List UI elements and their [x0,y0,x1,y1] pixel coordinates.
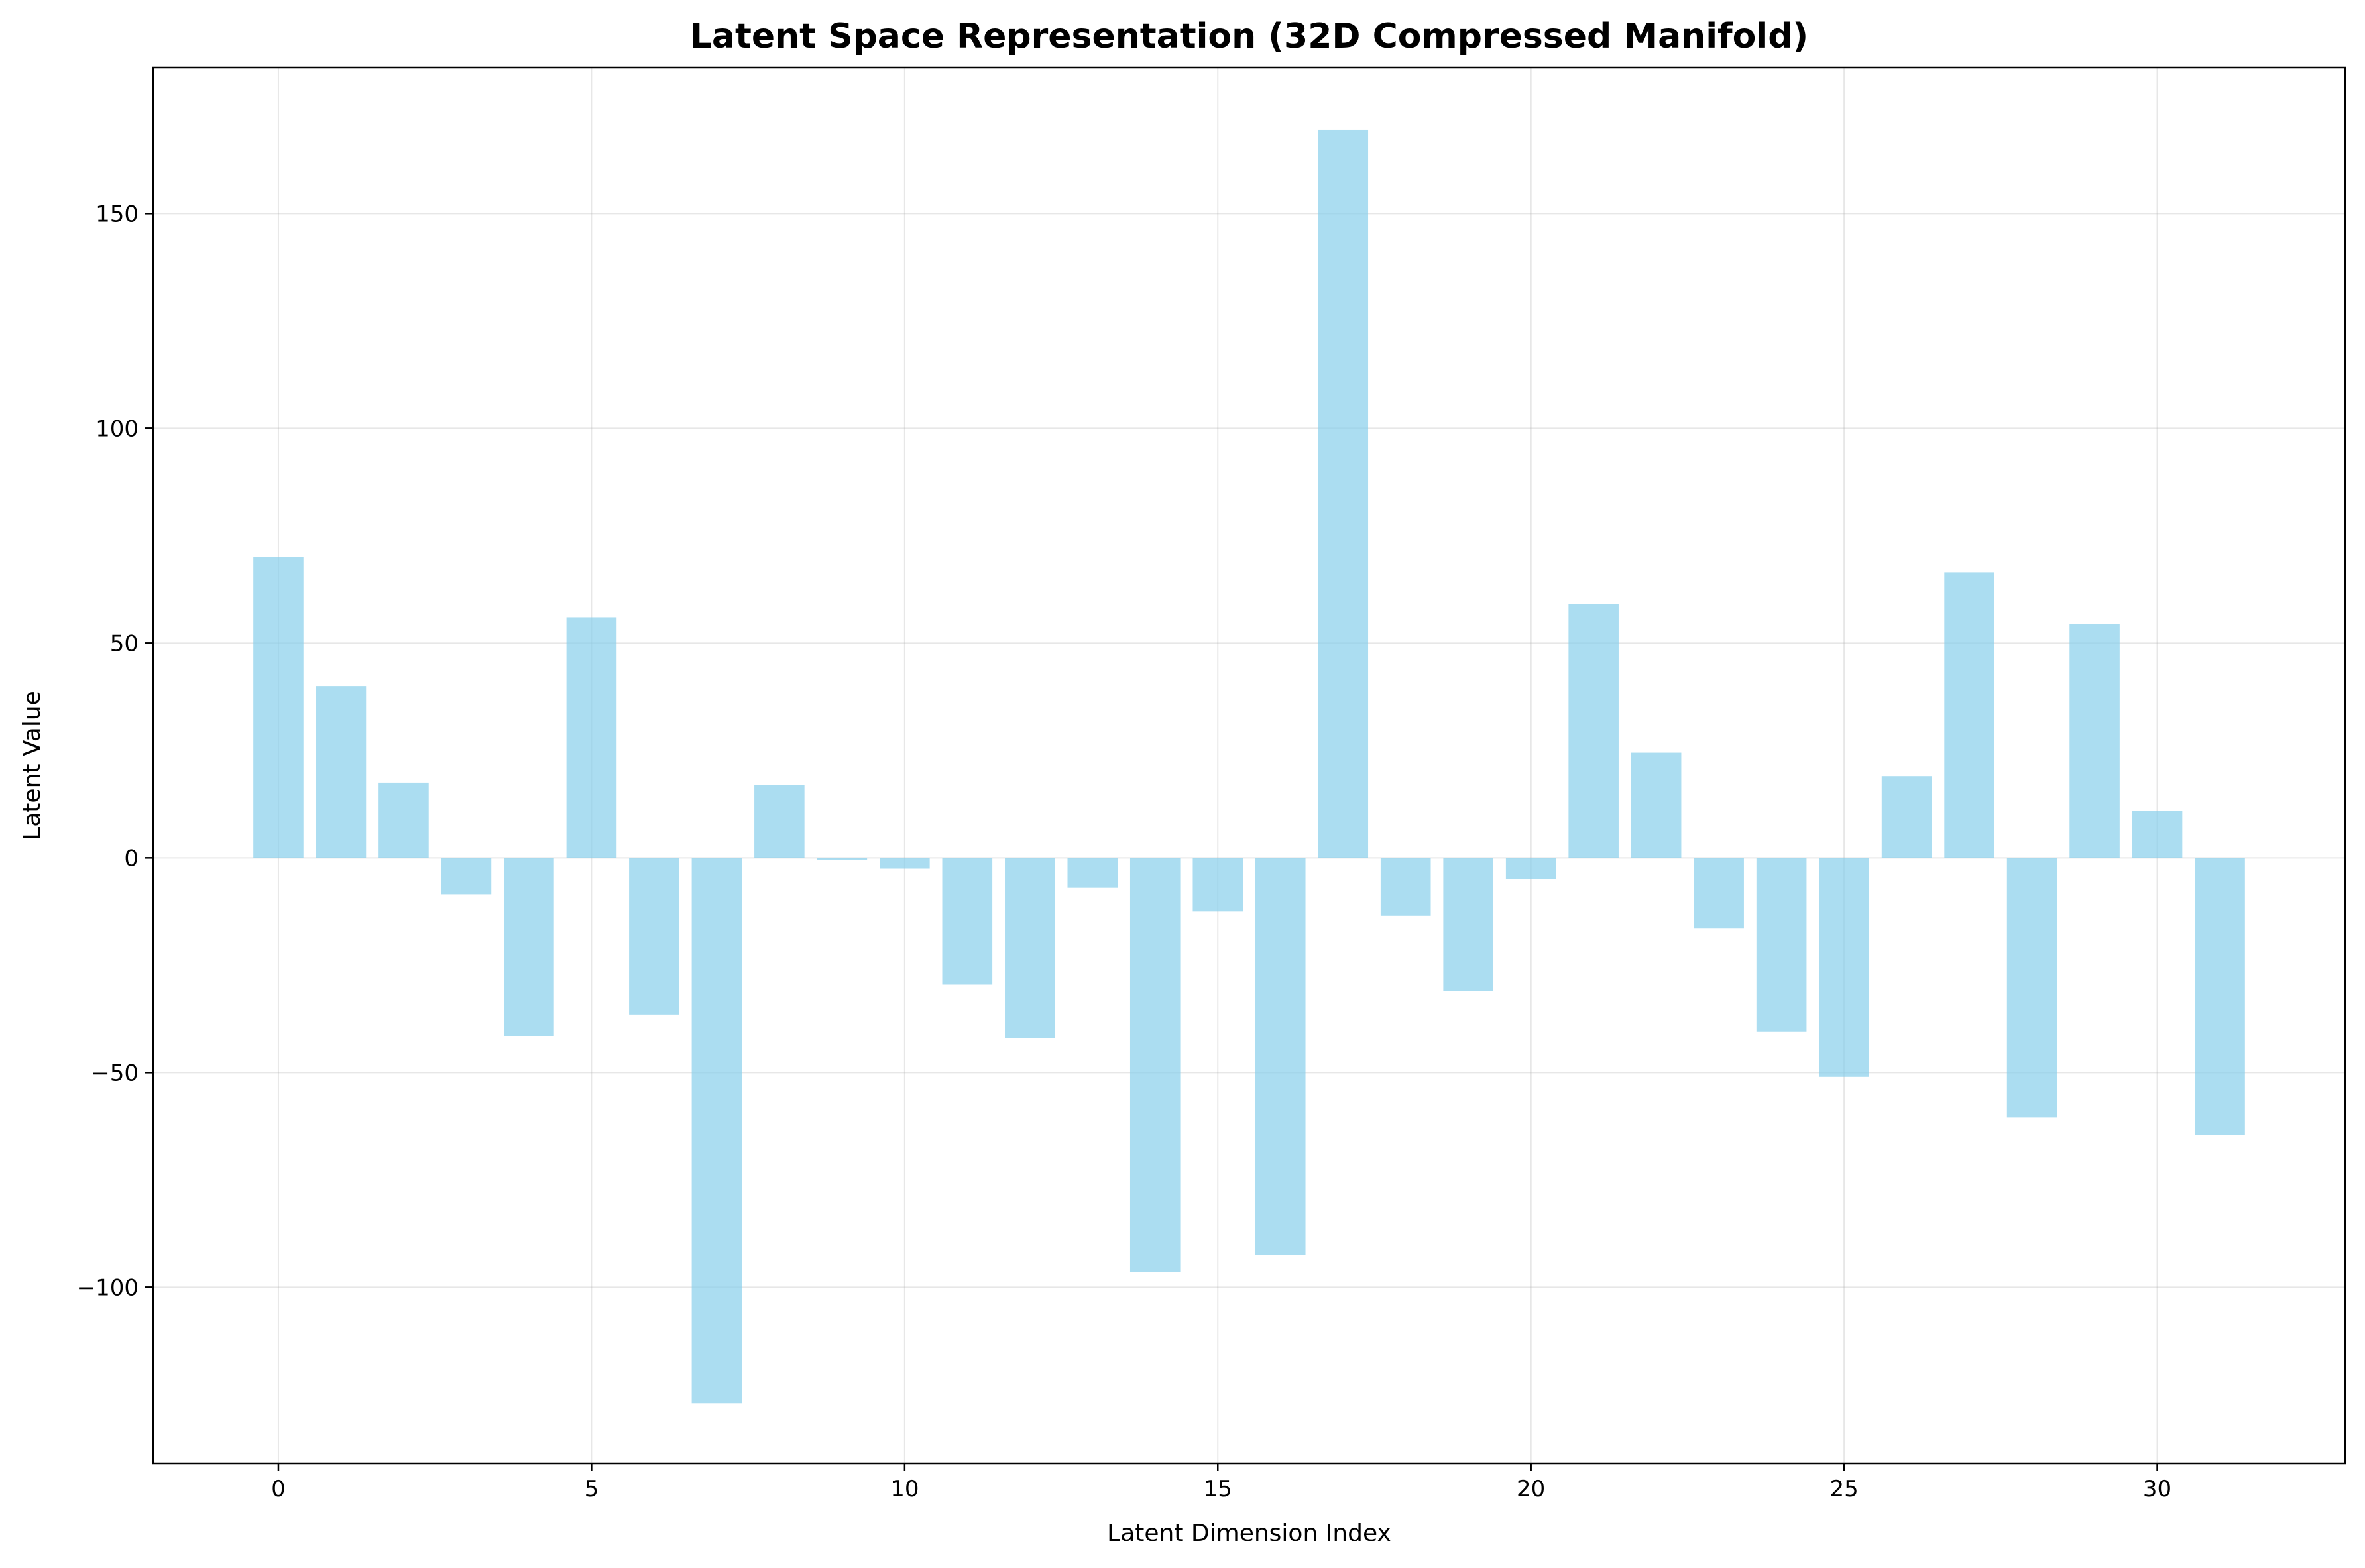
bar-1 [316,686,367,858]
bar-2 [378,782,429,858]
bar-29 [2069,624,2120,858]
bar-10 [880,858,930,869]
bar-11 [942,858,993,985]
x-axis-ticks: 0 5 10 15 20 25 30 [271,1463,2171,1502]
y-tick-label: 0 [124,845,139,871]
bar-27 [1944,572,1994,858]
bar-28 [2006,858,2057,1118]
bar-23 [1694,858,1744,929]
bar-18 [1380,858,1431,916]
x-axis-label: Latent Dimension Index [1107,1520,1391,1547]
y-tick-label: 100 [95,416,139,442]
bar-20 [1505,858,1556,879]
bar-6 [629,858,679,1015]
plot-frame [152,66,2346,1465]
bar-9 [817,858,868,860]
x-tick-label: 30 [2143,1476,2171,1502]
bar-3 [441,858,492,895]
x-tick-label: 10 [890,1476,919,1502]
bar-19 [1443,858,1493,991]
bar-30 [2132,811,2183,858]
bar-17 [1318,129,1369,858]
y-tick-label: −100 [77,1274,139,1301]
bar-7 [691,858,742,1404]
bar-15 [1192,858,1243,912]
bar-8 [754,785,805,858]
bar-31 [2195,858,2245,1135]
y-tick-label: 50 [110,630,139,657]
bar-4 [504,858,554,1036]
y-axis-ticks: −100 −50 0 50 100 150 [77,201,153,1301]
bar-22 [1631,752,1682,858]
bar-13 [1067,858,1118,888]
y-tick-label: 150 [95,201,139,227]
x-tick-label: 25 [1829,1476,1858,1502]
bar-21 [1568,604,1619,858]
x-tick-label: 0 [271,1476,286,1502]
x-tick-label: 20 [1517,1476,1545,1502]
bar-16 [1255,858,1306,1255]
bar-14 [1129,858,1181,1272]
y-tick-label: −50 [91,1060,139,1086]
bar-12 [1005,858,1055,1038]
bar-24 [1756,858,1807,1032]
y-axis-label: Latent Value [19,691,46,840]
x-tick-label: 5 [585,1476,599,1502]
bars [253,129,2245,1404]
bar-0 [253,557,304,858]
bar-26 [1881,776,1932,858]
x-tick-label: 15 [1204,1476,1232,1502]
bar-25 [1819,858,1869,1077]
bar-5 [566,617,617,858]
chart-title: Latent Space Representation (32D Compres… [690,17,1808,56]
